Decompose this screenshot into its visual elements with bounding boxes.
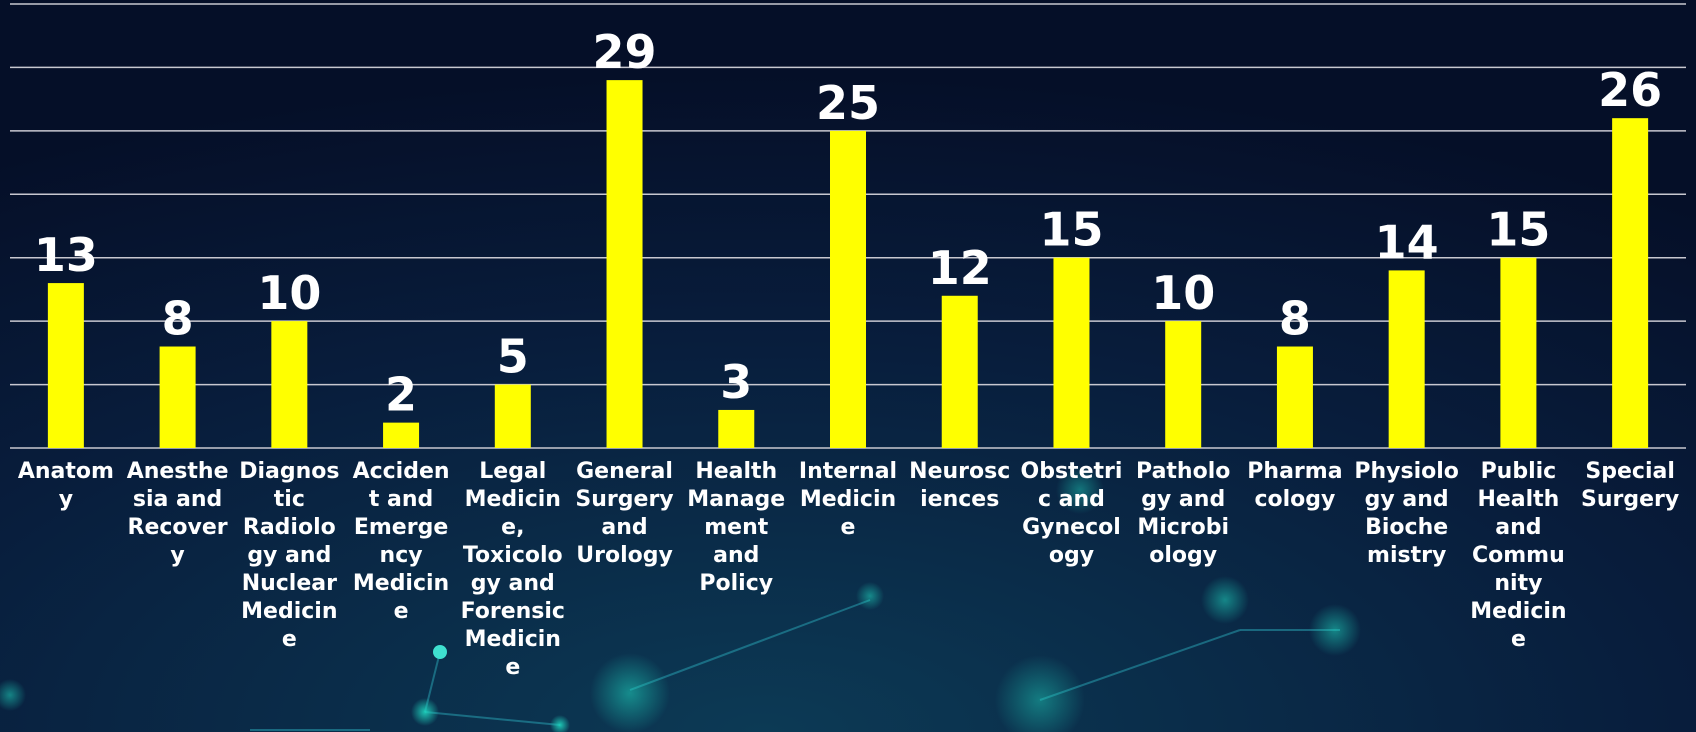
bar xyxy=(383,422,420,448)
value-label: 29 xyxy=(593,25,657,79)
bar xyxy=(830,130,866,448)
x-tick-label: Public Health and Commu nity Medicin e xyxy=(1470,459,1566,652)
bar xyxy=(718,409,755,448)
value-label: 15 xyxy=(1039,203,1103,257)
x-tick-label: Pharma cology xyxy=(1247,459,1342,512)
x-tick-label: General Surgery and Urology xyxy=(575,459,673,568)
bar xyxy=(159,346,196,448)
value-label: 8 xyxy=(1279,292,1311,346)
bar xyxy=(494,384,531,448)
value-label: 10 xyxy=(1151,266,1215,320)
value-label: 12 xyxy=(928,241,992,295)
x-tick-label: Anatom y xyxy=(18,459,114,512)
bar xyxy=(271,321,308,448)
x-tick-label: Neurosc iences xyxy=(909,459,1010,512)
bar xyxy=(606,80,643,448)
value-label: 13 xyxy=(34,228,98,282)
bar xyxy=(1165,321,1202,448)
bar xyxy=(1500,257,1537,448)
network-decoration xyxy=(0,466,1361,732)
value-label: 25 xyxy=(816,76,880,130)
bar xyxy=(47,283,84,448)
value-label: 3 xyxy=(720,355,752,409)
bar xyxy=(941,295,978,448)
value-label: 15 xyxy=(1486,203,1550,257)
x-tick-label: Special Surgery xyxy=(1581,459,1679,512)
value-label: 10 xyxy=(257,266,321,320)
x-tick-label: Internal Medicin e xyxy=(799,459,897,540)
value-label: 8 xyxy=(162,292,194,346)
x-tick-label: Diagnos tic Radiolo gy and Nuclear Medicin e xyxy=(239,459,339,652)
bar xyxy=(1612,118,1649,449)
x-tick-label: Patholo gy and Microbi ology xyxy=(1136,459,1230,568)
value-label: 14 xyxy=(1375,215,1439,269)
x-tick-label: Legal Medicin e, Toxicolo gy and Forensic Medi… xyxy=(461,459,565,680)
value-label: 26 xyxy=(1598,63,1662,117)
x-tick-label: Acciden t and Emerge ncy Medicin e xyxy=(353,459,450,624)
value-label: 5 xyxy=(497,330,529,384)
value-label: 2 xyxy=(385,368,417,422)
x-tick-label: Obstetri c and Gynecol ogy xyxy=(1021,459,1123,568)
bar xyxy=(1053,257,1090,448)
x-tick-label: Physiolo gy and Bioche mistry xyxy=(1354,459,1459,568)
bar xyxy=(1388,270,1425,448)
x-tick-label: Anesthe sia and Recover y xyxy=(127,459,229,568)
x-tick-label: Health Manage ment and Policy xyxy=(687,459,785,596)
bar xyxy=(1276,346,1313,448)
